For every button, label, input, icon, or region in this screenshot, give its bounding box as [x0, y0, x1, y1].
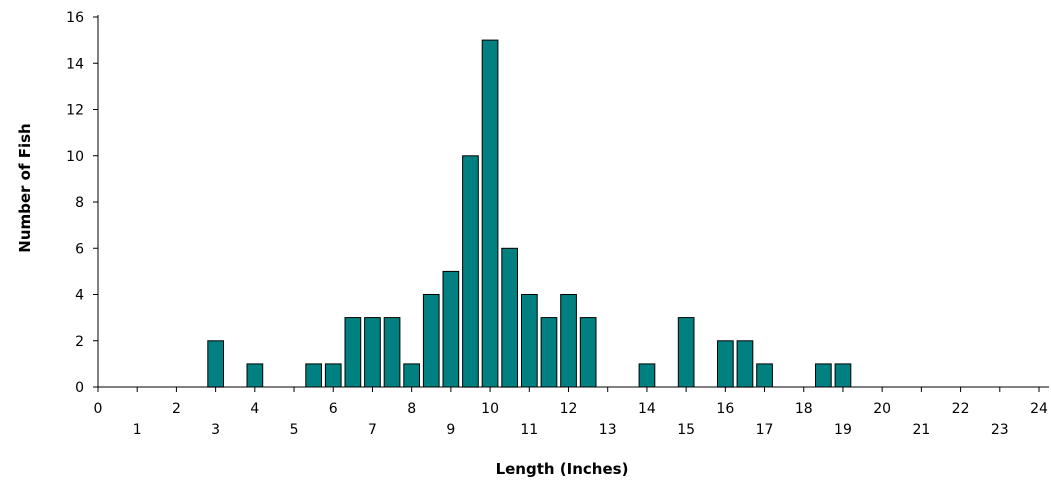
bar-9	[442, 270, 460, 388]
bar-10	[462, 155, 479, 388]
axes-group	[97, 15, 1049, 388]
bar-14	[540, 317, 558, 388]
x-tick-label-22: 22	[952, 401, 970, 417]
bar-16	[579, 317, 597, 388]
x-tick-label-19: 19	[834, 422, 852, 438]
x-tick-label-7: 7	[368, 422, 377, 438]
x-tick-label-0: 0	[94, 401, 103, 417]
bar-21	[756, 363, 773, 388]
y-tick-label-0: 0	[75, 380, 84, 396]
bars-group	[207, 39, 852, 388]
bar-13	[521, 294, 538, 388]
x-tick-label-1: 1	[133, 422, 142, 438]
x-tick-label-9: 9	[446, 422, 455, 438]
bar-1	[246, 363, 264, 388]
y-tick-label-10: 10	[66, 149, 84, 165]
x-tick-label-10: 10	[481, 401, 499, 417]
x-tick-label-20: 20	[873, 401, 891, 417]
y-tick-label-6: 6	[75, 241, 84, 257]
x-tick-label-8: 8	[407, 401, 416, 417]
x-tick-label-14: 14	[638, 401, 656, 417]
x-tick-label-6: 6	[329, 401, 338, 417]
y-tick-label-14: 14	[66, 56, 84, 72]
bar-4	[344, 317, 362, 388]
x-tick-label-15: 15	[677, 422, 695, 438]
x-tick-label-23: 23	[991, 422, 1009, 438]
bar-18	[677, 317, 695, 388]
y-tick-label-2: 2	[75, 334, 84, 350]
bar-11	[481, 39, 499, 388]
y-tick-group: 0 2 4 6 8 10 12 14 16	[66, 10, 98, 396]
x-tick-label-18: 18	[795, 401, 813, 417]
bar-6	[383, 317, 401, 388]
bar-22	[815, 363, 832, 388]
y-axis-title: Number of Fish	[16, 123, 34, 252]
x-tick-label-11: 11	[520, 422, 538, 438]
bar-12	[501, 247, 518, 388]
x-tick-label-12: 12	[560, 401, 578, 417]
bar-0	[207, 340, 225, 388]
x-tick-label-17: 17	[756, 422, 774, 438]
bar-15	[560, 294, 577, 388]
bar-23	[834, 363, 852, 388]
bar-8	[422, 294, 440, 388]
x-axis-title: Length (Inches)	[496, 460, 629, 478]
bar-7	[403, 363, 420, 388]
y-tick-label-12: 12	[66, 103, 84, 119]
bar-3	[324, 363, 342, 388]
x-tick-label-5: 5	[290, 422, 299, 438]
x-tick-label-16: 16	[716, 401, 734, 417]
y-tick-label-8: 8	[75, 195, 84, 211]
x-tick-label-13: 13	[599, 422, 617, 438]
x-tick-label-24: 24	[1030, 401, 1048, 417]
x-tick-label-2: 2	[172, 401, 181, 417]
bar-17	[638, 363, 656, 388]
bar-19	[717, 340, 734, 388]
x-tick-label-4: 4	[250, 401, 259, 417]
x-tick-label-21: 21	[912, 422, 930, 438]
y-tick-label-4: 4	[75, 288, 84, 304]
x-tick-label-3: 3	[211, 422, 220, 438]
bar-5	[364, 317, 381, 388]
bar-20	[736, 340, 754, 388]
y-tick-label-16: 16	[66, 10, 84, 26]
bar-2	[305, 363, 322, 388]
